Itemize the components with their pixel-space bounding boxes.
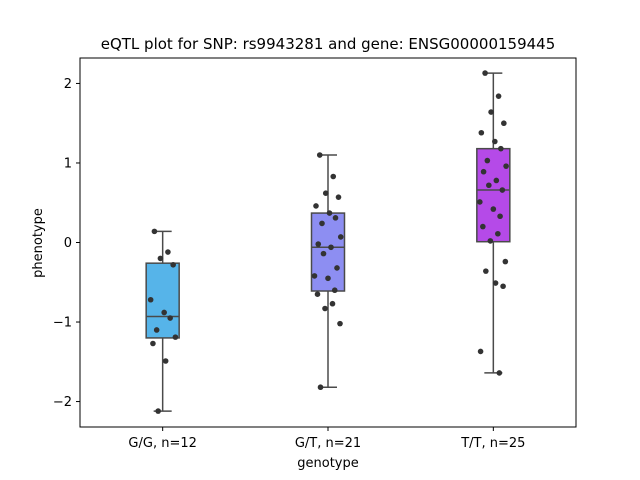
data-point <box>499 187 506 193</box>
data-point <box>483 268 489 274</box>
data-point <box>311 273 318 279</box>
data-point <box>328 244 334 251</box>
data-point <box>325 275 331 282</box>
data-point <box>150 340 156 347</box>
data-point <box>161 309 167 316</box>
x-axis-label: genotype <box>297 456 358 471</box>
data-point <box>484 157 491 164</box>
data-point <box>503 163 509 169</box>
data-point <box>492 280 499 286</box>
data-point <box>170 261 176 268</box>
data-point <box>315 241 322 247</box>
plot-area: 2 1 0 −1 −2 G/G, n=12 G/T, n=21 T/T, n=25 <box>53 57 577 451</box>
data-point <box>502 258 509 265</box>
data-point <box>162 358 169 364</box>
data-point <box>493 177 500 184</box>
data-point <box>482 70 488 76</box>
data-point <box>334 265 340 271</box>
data-point <box>165 249 171 255</box>
data-point <box>501 120 507 127</box>
data-point <box>332 215 339 221</box>
data-point <box>490 206 497 212</box>
y-tick-label: −2 <box>53 395 72 410</box>
data-point <box>486 182 492 189</box>
y-tick-label: 0 <box>64 236 72 251</box>
data-point <box>167 315 173 321</box>
x-tick-label: T/T, n=25 <box>460 436 525 451</box>
data-point <box>157 255 164 262</box>
data-point <box>151 228 158 235</box>
data-point <box>322 190 329 196</box>
data-point <box>313 203 319 209</box>
y-axis-label: phenotype <box>31 208 46 278</box>
data-point <box>335 194 342 200</box>
data-point <box>488 109 494 115</box>
chart-title: eQTL plot for SNP: rs9943281 and gene: E… <box>101 35 556 53</box>
data-point <box>480 168 487 175</box>
data-point <box>317 384 324 391</box>
data-point <box>497 213 503 220</box>
data-point <box>498 145 504 152</box>
data-point <box>500 283 506 290</box>
data-point <box>329 300 336 307</box>
data-point <box>172 334 179 340</box>
x-tick-label: G/G, n=12 <box>128 436 196 451</box>
data-point <box>337 320 343 327</box>
x-tick-label: G/T, n=21 <box>295 436 361 451</box>
data-point <box>319 220 325 227</box>
data-point <box>337 234 344 240</box>
data-point <box>314 291 321 297</box>
data-point <box>496 370 503 376</box>
y-tick-label: −1 <box>53 316 72 331</box>
data-point <box>480 223 486 230</box>
data-point <box>478 129 485 136</box>
data-point <box>492 138 498 145</box>
data-point <box>155 408 161 414</box>
data-point <box>495 230 501 237</box>
data-point <box>316 152 323 158</box>
data-point <box>147 296 154 303</box>
data-point <box>330 173 337 180</box>
data-point <box>477 348 484 355</box>
y-tick-label: 1 <box>64 156 72 171</box>
data-point <box>331 287 338 294</box>
data-point <box>153 327 160 333</box>
data-point <box>326 210 333 216</box>
data-point <box>495 93 502 99</box>
y-tick-label: 2 <box>64 77 72 92</box>
data-point <box>320 250 327 257</box>
data-point <box>322 305 328 312</box>
data-point <box>487 238 494 244</box>
data-point <box>477 199 483 205</box>
